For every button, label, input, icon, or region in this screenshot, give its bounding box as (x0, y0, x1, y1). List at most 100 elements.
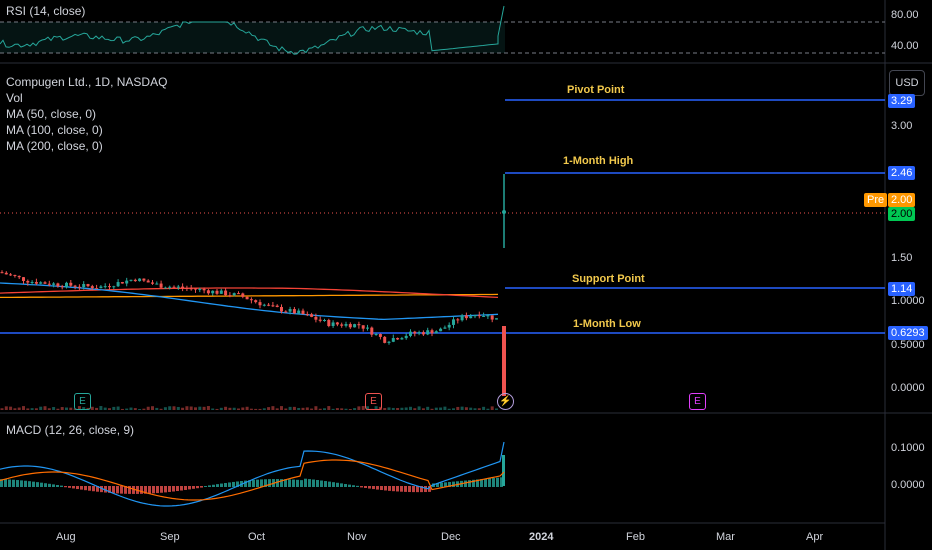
macd-bar (32, 481, 35, 487)
currency-button[interactable]: USD (889, 70, 925, 96)
macd-bar (248, 480, 251, 487)
macd-bar (52, 484, 55, 487)
candle-body (112, 286, 116, 288)
volume-bar (331, 408, 335, 410)
candle-body (39, 282, 43, 284)
macd-bar (420, 486, 423, 493)
volume-bar (280, 406, 283, 410)
rsi-tick-40: 40.00 (891, 40, 919, 52)
volume-bar (103, 407, 107, 410)
volume-bar (125, 408, 129, 410)
candle-body (146, 280, 150, 283)
candle-body (22, 277, 25, 281)
candle-body (34, 281, 38, 284)
macd-bar (4, 479, 7, 487)
candle-body (47, 283, 51, 285)
volume-bar (30, 408, 34, 410)
dividend-lightning-icon[interactable]: ⚡ (497, 393, 514, 410)
candle-body (275, 305, 279, 308)
candle-body (396, 338, 400, 340)
macd-bar (292, 479, 295, 487)
earnings-marker-icon[interactable]: E (689, 393, 706, 410)
candle-body (129, 279, 133, 281)
candle-body (99, 286, 103, 289)
volume-bar (120, 408, 124, 410)
volume-bar (387, 407, 391, 410)
macd-bar (64, 486, 67, 488)
indicator-vol[interactable]: Vol (6, 91, 23, 105)
macd-bar (380, 486, 383, 491)
x-tick-nov: Nov (347, 531, 367, 543)
candle-body (90, 286, 94, 289)
candle-body (159, 283, 163, 288)
macd-bar (120, 486, 123, 494)
macd-bar (308, 479, 311, 487)
macd-bar (436, 483, 439, 487)
indicator-ma50[interactable]: MA (50, close, 0) (6, 107, 97, 121)
candle-body (181, 286, 185, 289)
candle-body (486, 315, 490, 317)
volume-bar (482, 406, 486, 410)
signal-line (0, 459, 505, 501)
macd-bar (356, 485, 359, 487)
volume-bar (112, 406, 116, 410)
candle-body (267, 304, 271, 306)
candle-body (241, 293, 245, 297)
macd-bar (492, 478, 495, 487)
volume-bar (52, 407, 56, 410)
candle-body (172, 286, 176, 288)
macd-bar (244, 480, 247, 487)
volume-bar (271, 406, 275, 410)
macd-bar (56, 484, 59, 487)
symbol-title[interactable]: Compugen Ltd., 1D, NASDAQ (6, 75, 168, 89)
macd-bar (204, 485, 207, 487)
macd-bar (320, 480, 323, 487)
volume-bar (327, 406, 331, 410)
volume-bar (26, 408, 30, 410)
indicator-ma100[interactable]: MA (100, close, 0) (6, 123, 103, 137)
candle-body (391, 338, 395, 342)
candle-body (301, 310, 305, 315)
volume-bar (275, 408, 279, 410)
volume-bar (142, 408, 146, 410)
macd-bar (144, 486, 147, 494)
candle-body (370, 327, 374, 335)
volume-bar (163, 407, 167, 410)
candle-body (116, 282, 120, 287)
volume-bar (194, 407, 197, 410)
macd-bar (404, 486, 407, 492)
candle-body (490, 315, 494, 320)
macd-bar (112, 486, 115, 494)
candle-body (151, 282, 154, 284)
macd-bar (8, 479, 11, 487)
low-price-tag: 0.6293 (888, 326, 928, 340)
volume-bar (267, 407, 271, 410)
earnings-marker-icon[interactable]: E (74, 393, 91, 410)
price-tick: 1.0000 (891, 295, 925, 307)
indicator-ma200[interactable]: MA (200, close, 0) (6, 139, 103, 153)
volume-bar (17, 407, 21, 410)
macd-bar (480, 479, 483, 487)
macd-bar (72, 486, 75, 489)
x-tick-oct: Oct (248, 531, 266, 543)
candle-body (0, 272, 4, 274)
candle-body (202, 288, 206, 291)
volume-bar (310, 408, 314, 410)
earnings-marker-icon[interactable]: E (365, 393, 382, 410)
macd-bar (408, 486, 411, 493)
volume-bar (447, 408, 451, 410)
candle-body (434, 331, 438, 334)
candle-body (125, 280, 129, 284)
candle-body (340, 324, 344, 326)
volume-bar (116, 406, 120, 410)
volume-bar (168, 406, 172, 410)
candle-body (232, 293, 236, 296)
volume-bar (314, 406, 318, 410)
price-tick: 3.00 (891, 120, 913, 132)
candle-body (473, 315, 477, 317)
macd-bar (288, 479, 291, 487)
volume-bar (452, 408, 455, 410)
volume-bar (409, 406, 412, 410)
macd-bar (484, 478, 487, 487)
